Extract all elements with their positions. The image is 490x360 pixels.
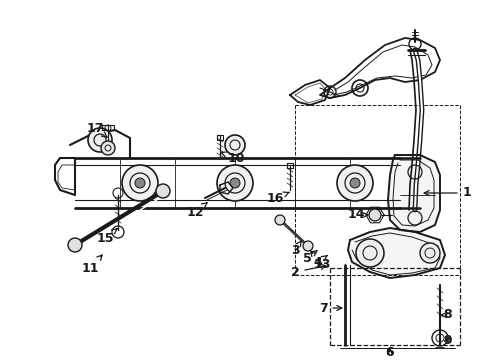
Text: 6: 6	[386, 346, 394, 359]
Circle shape	[303, 241, 313, 251]
Circle shape	[369, 209, 381, 221]
Text: 8: 8	[441, 309, 452, 321]
Text: 9: 9	[443, 333, 452, 346]
Circle shape	[122, 165, 158, 201]
Text: 5: 5	[303, 251, 317, 265]
Text: 17: 17	[86, 122, 107, 137]
Circle shape	[101, 141, 115, 155]
Text: 7: 7	[318, 302, 342, 315]
Circle shape	[156, 184, 170, 198]
Circle shape	[230, 178, 240, 188]
Text: 3: 3	[291, 240, 301, 256]
Circle shape	[356, 239, 384, 267]
Text: 13: 13	[311, 251, 331, 271]
Circle shape	[68, 238, 82, 252]
Text: 2: 2	[291, 264, 326, 279]
Polygon shape	[348, 228, 445, 278]
Circle shape	[225, 135, 245, 155]
Circle shape	[420, 243, 440, 263]
Circle shape	[217, 165, 253, 201]
Circle shape	[135, 178, 145, 188]
Text: 16: 16	[266, 192, 289, 204]
Circle shape	[275, 215, 285, 225]
Circle shape	[350, 178, 360, 188]
Text: 15: 15	[96, 229, 117, 244]
Text: 1: 1	[424, 186, 471, 199]
Text: 14: 14	[347, 208, 368, 221]
Polygon shape	[388, 155, 440, 232]
Circle shape	[88, 128, 112, 152]
Circle shape	[337, 165, 373, 201]
Text: 10: 10	[221, 152, 245, 165]
Text: 11: 11	[81, 255, 102, 274]
Text: 4: 4	[314, 255, 327, 269]
Text: 12: 12	[186, 203, 207, 219]
